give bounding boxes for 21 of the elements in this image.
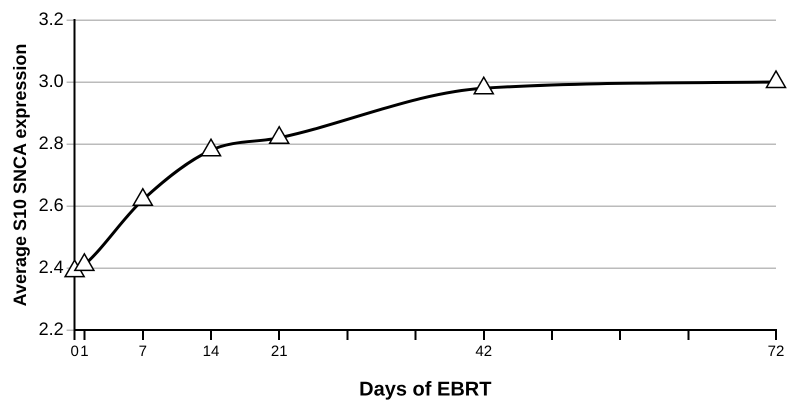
x-tick-label: 72 bbox=[768, 343, 784, 360]
y-tick-label: 2.4 bbox=[38, 256, 64, 277]
x-axis-title: Days of EBRT bbox=[359, 378, 492, 401]
y-tick-label: 3.2 bbox=[38, 8, 64, 29]
x-tick-label: 42 bbox=[475, 343, 492, 360]
y-tick-label: 2.6 bbox=[38, 194, 64, 215]
x-tick-label: 0 bbox=[70, 343, 79, 360]
point bbox=[473, 76, 494, 94]
point bbox=[200, 138, 222, 156]
y-tick-label: 2.2 bbox=[38, 318, 64, 339]
point bbox=[74, 253, 95, 272]
point bbox=[268, 126, 290, 144]
y-axis-title: Average S10 SNCA expression bbox=[10, 44, 30, 306]
x-tick-label: 1 bbox=[80, 343, 89, 360]
point bbox=[132, 188, 154, 206]
x-tick-label: 7 bbox=[138, 343, 147, 360]
x-tick-label: 14 bbox=[202, 343, 220, 360]
point bbox=[766, 70, 786, 88]
y-tick-label: 2.8 bbox=[38, 132, 64, 153]
x-tick-label: 21 bbox=[270, 343, 288, 360]
y-tick-label: 3.0 bbox=[38, 70, 64, 91]
